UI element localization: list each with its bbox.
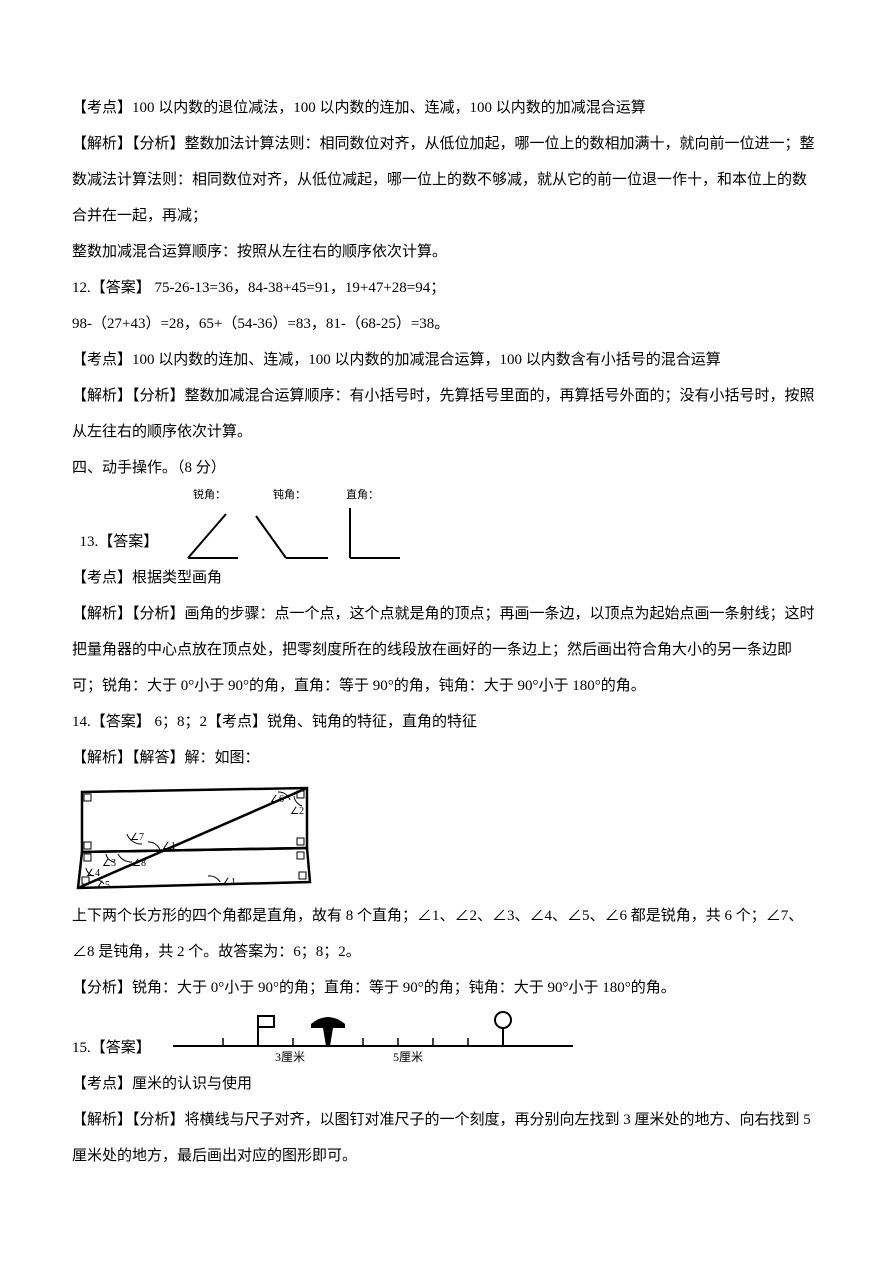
analysis-line-3: 【解析】【分析】整数加减混合运算顺序：有小括号时，先算括号里面的，再算括号外面的…	[72, 378, 821, 450]
lbl-a1b: ∠1	[222, 877, 236, 888]
ra-mark	[84, 794, 91, 801]
lbl-a4: ∠4	[86, 868, 100, 879]
q12-answer-line-b: 98-（27+43）=28，65+（54-36）=83，81-（68-25）=3…	[72, 306, 821, 342]
balloon-circle	[495, 1012, 511, 1028]
rects-svg: ∠6 ∠2 ∠7 ∠1 ∠3 ∠8 ∠4 ∠5 ∠1	[72, 782, 317, 892]
q13-row: 13.【答案】 锐角： 钝角： 直角：	[72, 486, 821, 560]
lbl-a3: ∠3	[102, 858, 116, 869]
lbl-a1: ∠1	[162, 841, 176, 852]
right-label: 直角：	[346, 487, 379, 501]
analysis-line-1: 【解析】【分析】整数加法计算法则：相同数位对齐，从低位加起，哪一位上的数相加满十…	[72, 126, 821, 234]
angles-svg: 锐角： 钝角： 直角：	[178, 486, 428, 566]
obtuse-ray	[256, 516, 286, 558]
dist-left-label: 3厘米	[275, 1050, 305, 1064]
analysis-line-5: 【解析】【解答】解：如图：	[72, 740, 821, 776]
ra-mark	[297, 838, 304, 845]
ra-mark	[299, 872, 306, 879]
pin-cap	[311, 1017, 345, 1028]
topic-line-1: 【考点】100 以内数的退位减法，100 以内数的连加、连减，100 以内数的加…	[72, 90, 821, 126]
rectangles-figure: ∠6 ∠2 ∠7 ∠1 ∠3 ∠8 ∠4 ∠5 ∠1	[72, 782, 821, 892]
section-4-heading: 四、动手操作。（8 分）	[72, 450, 821, 486]
arc1b	[208, 876, 220, 882]
lbl-a2: ∠2	[290, 806, 304, 817]
ra-mark	[84, 854, 91, 861]
dist-right-label: 5厘米	[393, 1050, 423, 1064]
q14-explain: 上下两个长方形的四个角都是直角，故有 8 个直角；∠1、∠2、∠3、∠4、∠5、…	[72, 898, 821, 970]
obtuse-label: 钝角：	[273, 487, 306, 501]
ruler-svg: 3厘米 5厘米	[163, 1006, 583, 1066]
q12-answer-line-a: 12.【答案】 75-26-13=36，84-38+45=91，19+47+28…	[72, 270, 821, 306]
topic-line-4: 【考点】厘米的认识与使用	[72, 1066, 821, 1102]
q13-prefix: 13.【答案】	[72, 524, 158, 560]
lbl-a6: ∠6	[270, 794, 284, 805]
analysis-line-6: 【分析】锐角：大于 0°小于 90°的角；直角：等于 90°的角；钝角：大于 9…	[72, 970, 821, 1006]
analysis-line-4: 【解析】【分析】画角的步骤：点一个点，这个点就是角的顶点；再画一条边，以顶点为起…	[72, 596, 821, 704]
angles-figure: 锐角： 钝角： 直角：	[178, 486, 428, 566]
lbl-a7: ∠7	[130, 832, 144, 843]
ra-mark	[297, 852, 304, 859]
topic-line-3: 【考点】根据类型画角	[72, 560, 821, 596]
arc8	[118, 854, 132, 862]
q15-row: 15.【答案】 3厘米 5厘米	[72, 1006, 821, 1066]
ruler-figure: 3厘米 5厘米	[163, 1006, 583, 1066]
acute-ray	[188, 514, 226, 558]
analysis-line-7: 【解析】【分析】将横线与尺子对齐，以图钉对准尺子的一个刻度，再分别向左找到 3 …	[72, 1102, 821, 1174]
ra-mark	[84, 842, 91, 849]
pin-stem	[323, 1028, 333, 1046]
lbl-a5: ∠5	[96, 880, 110, 891]
arc1t	[148, 842, 160, 850]
analysis-line-2: 整数加减混合运算顺序：按照从左往右的顺序依次计算。	[72, 234, 821, 270]
lbl-a8: ∠8	[132, 858, 146, 869]
flag-rect	[258, 1016, 274, 1027]
topic-line-2: 【考点】100 以内数的连加、连减，100 以内数的加减混合运算，100 以内数…	[72, 342, 821, 378]
acute-label: 锐角：	[193, 487, 226, 501]
q15-prefix: 15.【答案】	[72, 1030, 151, 1066]
q14-answer: 14.【答案】 6；8；2【考点】锐角、钝角的特征，直角的特征	[72, 704, 821, 740]
